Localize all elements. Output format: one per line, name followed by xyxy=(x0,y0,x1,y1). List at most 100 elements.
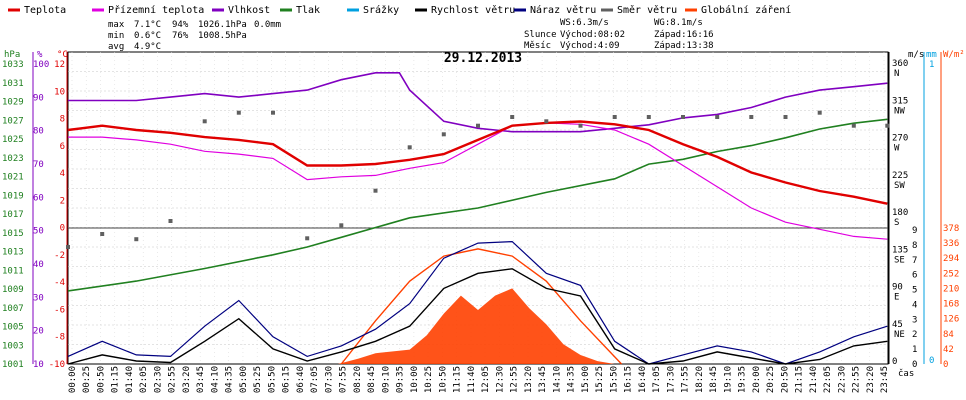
hpa-tick: 1019 xyxy=(2,191,24,201)
x-tick-label: 03:20 xyxy=(182,366,192,393)
ms-tick: 4 xyxy=(912,300,917,310)
x-tick-label: 16:40 xyxy=(638,366,648,393)
wind-direction-point xyxy=(66,245,70,249)
x-tick-label: 08:20 xyxy=(353,366,363,393)
temperature-line xyxy=(67,120,888,205)
legend-label: Srážky xyxy=(363,4,399,16)
wind-direction-point xyxy=(749,115,754,119)
sun-label: Slunce xyxy=(524,30,557,40)
pct-tick: 20 xyxy=(33,327,44,337)
x-tick-label: 15:00 xyxy=(581,366,591,393)
ms-tick: 3 xyxy=(912,315,917,325)
dir-letter: S xyxy=(894,218,899,228)
temp-tick: -2 xyxy=(54,251,65,261)
temp-tick: 6 xyxy=(60,142,65,152)
x-tick-label: 22:30 xyxy=(837,366,847,393)
wind-direction-point xyxy=(407,145,412,150)
legend-label: Tlak xyxy=(296,5,320,16)
stat-max-hum: 94% xyxy=(172,20,189,30)
x-tick-label: 12:55 xyxy=(510,366,520,393)
dir-letter: E xyxy=(894,293,899,303)
stat-min-hum: 76% xyxy=(172,31,189,41)
x-tick-label: 13:45 xyxy=(538,366,548,393)
x-tick-label: 17:30 xyxy=(666,366,676,393)
hpa-tick: 1029 xyxy=(2,98,24,108)
ms-tick: 7 xyxy=(912,256,917,266)
hpa-tick: 1005 xyxy=(2,323,24,333)
stat-max-label: max xyxy=(108,20,125,30)
hpa-tick: 1013 xyxy=(2,248,24,258)
x-tick-label: 01:15 xyxy=(111,366,121,393)
x-tick-label: 10:25 xyxy=(424,366,434,393)
x-tick-label: 13:20 xyxy=(524,366,534,393)
stat-max-temp: 7.1°C xyxy=(134,20,161,30)
hpa-tick: 1001 xyxy=(2,360,24,370)
wind-direction-point xyxy=(305,236,310,241)
mm-tick: 0 xyxy=(929,356,934,366)
temp-tick: 0 xyxy=(60,224,65,234)
x-tick-label: 18:20 xyxy=(695,366,705,393)
ms-tick: 8 xyxy=(912,241,917,251)
stat-min-label: min xyxy=(108,31,124,41)
x-tick-label: 16:15 xyxy=(624,366,634,393)
sun-rise: Východ:08:02 xyxy=(560,30,625,40)
humidity-line xyxy=(68,72,888,133)
stat-ws: WS:6.3m/s xyxy=(560,18,609,28)
x-tick-label: 15:50 xyxy=(609,366,619,393)
temp-tick: 8 xyxy=(60,115,65,125)
dir-tick: 90 xyxy=(892,283,903,293)
x-tick-label: 17:05 xyxy=(652,366,662,393)
ms-tick: 2 xyxy=(912,330,917,340)
dir-letter: W xyxy=(894,144,900,154)
wm2-tick: 210 xyxy=(943,284,959,294)
x-tick-label: 17:55 xyxy=(681,366,691,393)
legend-label: Vlhkost xyxy=(228,5,270,16)
mm-unit: mm xyxy=(926,50,937,60)
x-tick-label: 03:45 xyxy=(196,366,206,393)
dir-tick: 180 xyxy=(892,208,908,218)
wm2-tick: 294 xyxy=(943,254,959,264)
x-tick-label: 02:55 xyxy=(168,366,178,393)
wind-direction-point xyxy=(339,223,344,228)
x-tick-label: 19:10 xyxy=(723,366,733,393)
temp-tick: -4 xyxy=(54,278,65,288)
x-tick-label: 06:15 xyxy=(282,366,292,393)
hpa-tick: 1011 xyxy=(2,266,24,276)
temp-tick: -6 xyxy=(54,305,65,315)
pct-tick: 80 xyxy=(33,127,44,137)
x-tick-label: 07:55 xyxy=(339,366,349,393)
wm2-tick: 0 xyxy=(943,360,948,370)
x-tick-label: 21:40 xyxy=(809,366,819,393)
temp-tick: -10 xyxy=(49,360,65,370)
mm-tick: 1 xyxy=(929,60,934,70)
temp-unit: °C xyxy=(57,50,68,60)
dir-tick: 0 xyxy=(892,357,897,367)
hpa-tick: 1033 xyxy=(2,60,24,70)
hpa-tick: 1015 xyxy=(2,229,24,239)
wind-direction-point xyxy=(681,115,685,119)
wind-direction-point xyxy=(134,237,139,242)
x-tick-label: 19:35 xyxy=(738,366,748,393)
x-tick-label: 14:10 xyxy=(552,366,562,393)
ms-tick: 9 xyxy=(912,226,917,236)
wind-direction-point xyxy=(510,115,515,119)
x-tick-label: 06:40 xyxy=(296,366,306,393)
dir-letter: SE xyxy=(894,255,905,265)
wind-direction-point xyxy=(715,115,720,119)
legend-label: Náraz větru xyxy=(530,4,596,16)
temp-tick: 2 xyxy=(60,196,65,206)
x-tick-label: 22:55 xyxy=(852,366,862,393)
hpa-unit: hPa xyxy=(4,50,20,60)
ground-temperature-line xyxy=(68,122,888,240)
wm2-tick: 84 xyxy=(943,330,954,340)
dir-tick: 315 xyxy=(892,96,908,106)
legend-label: Směr větru xyxy=(617,4,677,16)
stat-avg-label: avg xyxy=(108,42,124,52)
pct-tick: 40 xyxy=(33,260,44,270)
hpa-tick: 1017 xyxy=(2,210,24,220)
x-tick-label: 00:25 xyxy=(82,366,92,393)
x-tick-label: 07:30 xyxy=(324,366,334,393)
x-tick-label: 05:25 xyxy=(253,366,263,393)
x-tick-label: 02:05 xyxy=(139,366,149,393)
